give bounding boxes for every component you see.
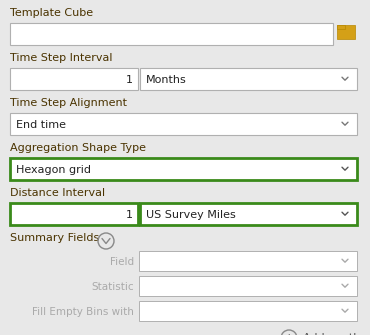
FancyBboxPatch shape <box>337 25 345 29</box>
Text: End time: End time <box>16 120 66 130</box>
FancyBboxPatch shape <box>337 25 355 39</box>
Text: Time Step Alignment: Time Step Alignment <box>10 98 127 108</box>
Text: Months: Months <box>146 75 187 85</box>
Text: Hexagon grid: Hexagon grid <box>16 165 91 175</box>
Text: Statistic: Statistic <box>91 282 134 292</box>
FancyBboxPatch shape <box>10 113 357 135</box>
Text: Field: Field <box>110 257 134 267</box>
Text: Template Cube: Template Cube <box>10 8 93 18</box>
Text: Add another: Add another <box>303 333 370 335</box>
FancyBboxPatch shape <box>140 203 357 225</box>
FancyBboxPatch shape <box>10 68 138 90</box>
FancyBboxPatch shape <box>139 301 357 321</box>
Text: Distance Interval: Distance Interval <box>10 188 105 198</box>
Text: 1: 1 <box>126 210 133 220</box>
FancyBboxPatch shape <box>10 203 138 225</box>
Text: 1: 1 <box>126 75 133 85</box>
FancyBboxPatch shape <box>10 23 333 45</box>
FancyBboxPatch shape <box>10 158 357 180</box>
FancyBboxPatch shape <box>139 251 357 271</box>
Text: US Survey Miles: US Survey Miles <box>146 210 236 220</box>
FancyBboxPatch shape <box>139 276 357 296</box>
Text: Fill Empty Bins with: Fill Empty Bins with <box>32 307 134 317</box>
Text: Aggregation Shape Type: Aggregation Shape Type <box>10 143 146 153</box>
Text: Summary Fields: Summary Fields <box>10 233 99 243</box>
Text: Time Step Interval: Time Step Interval <box>10 53 112 63</box>
FancyBboxPatch shape <box>140 68 357 90</box>
Text: +: + <box>284 332 294 335</box>
